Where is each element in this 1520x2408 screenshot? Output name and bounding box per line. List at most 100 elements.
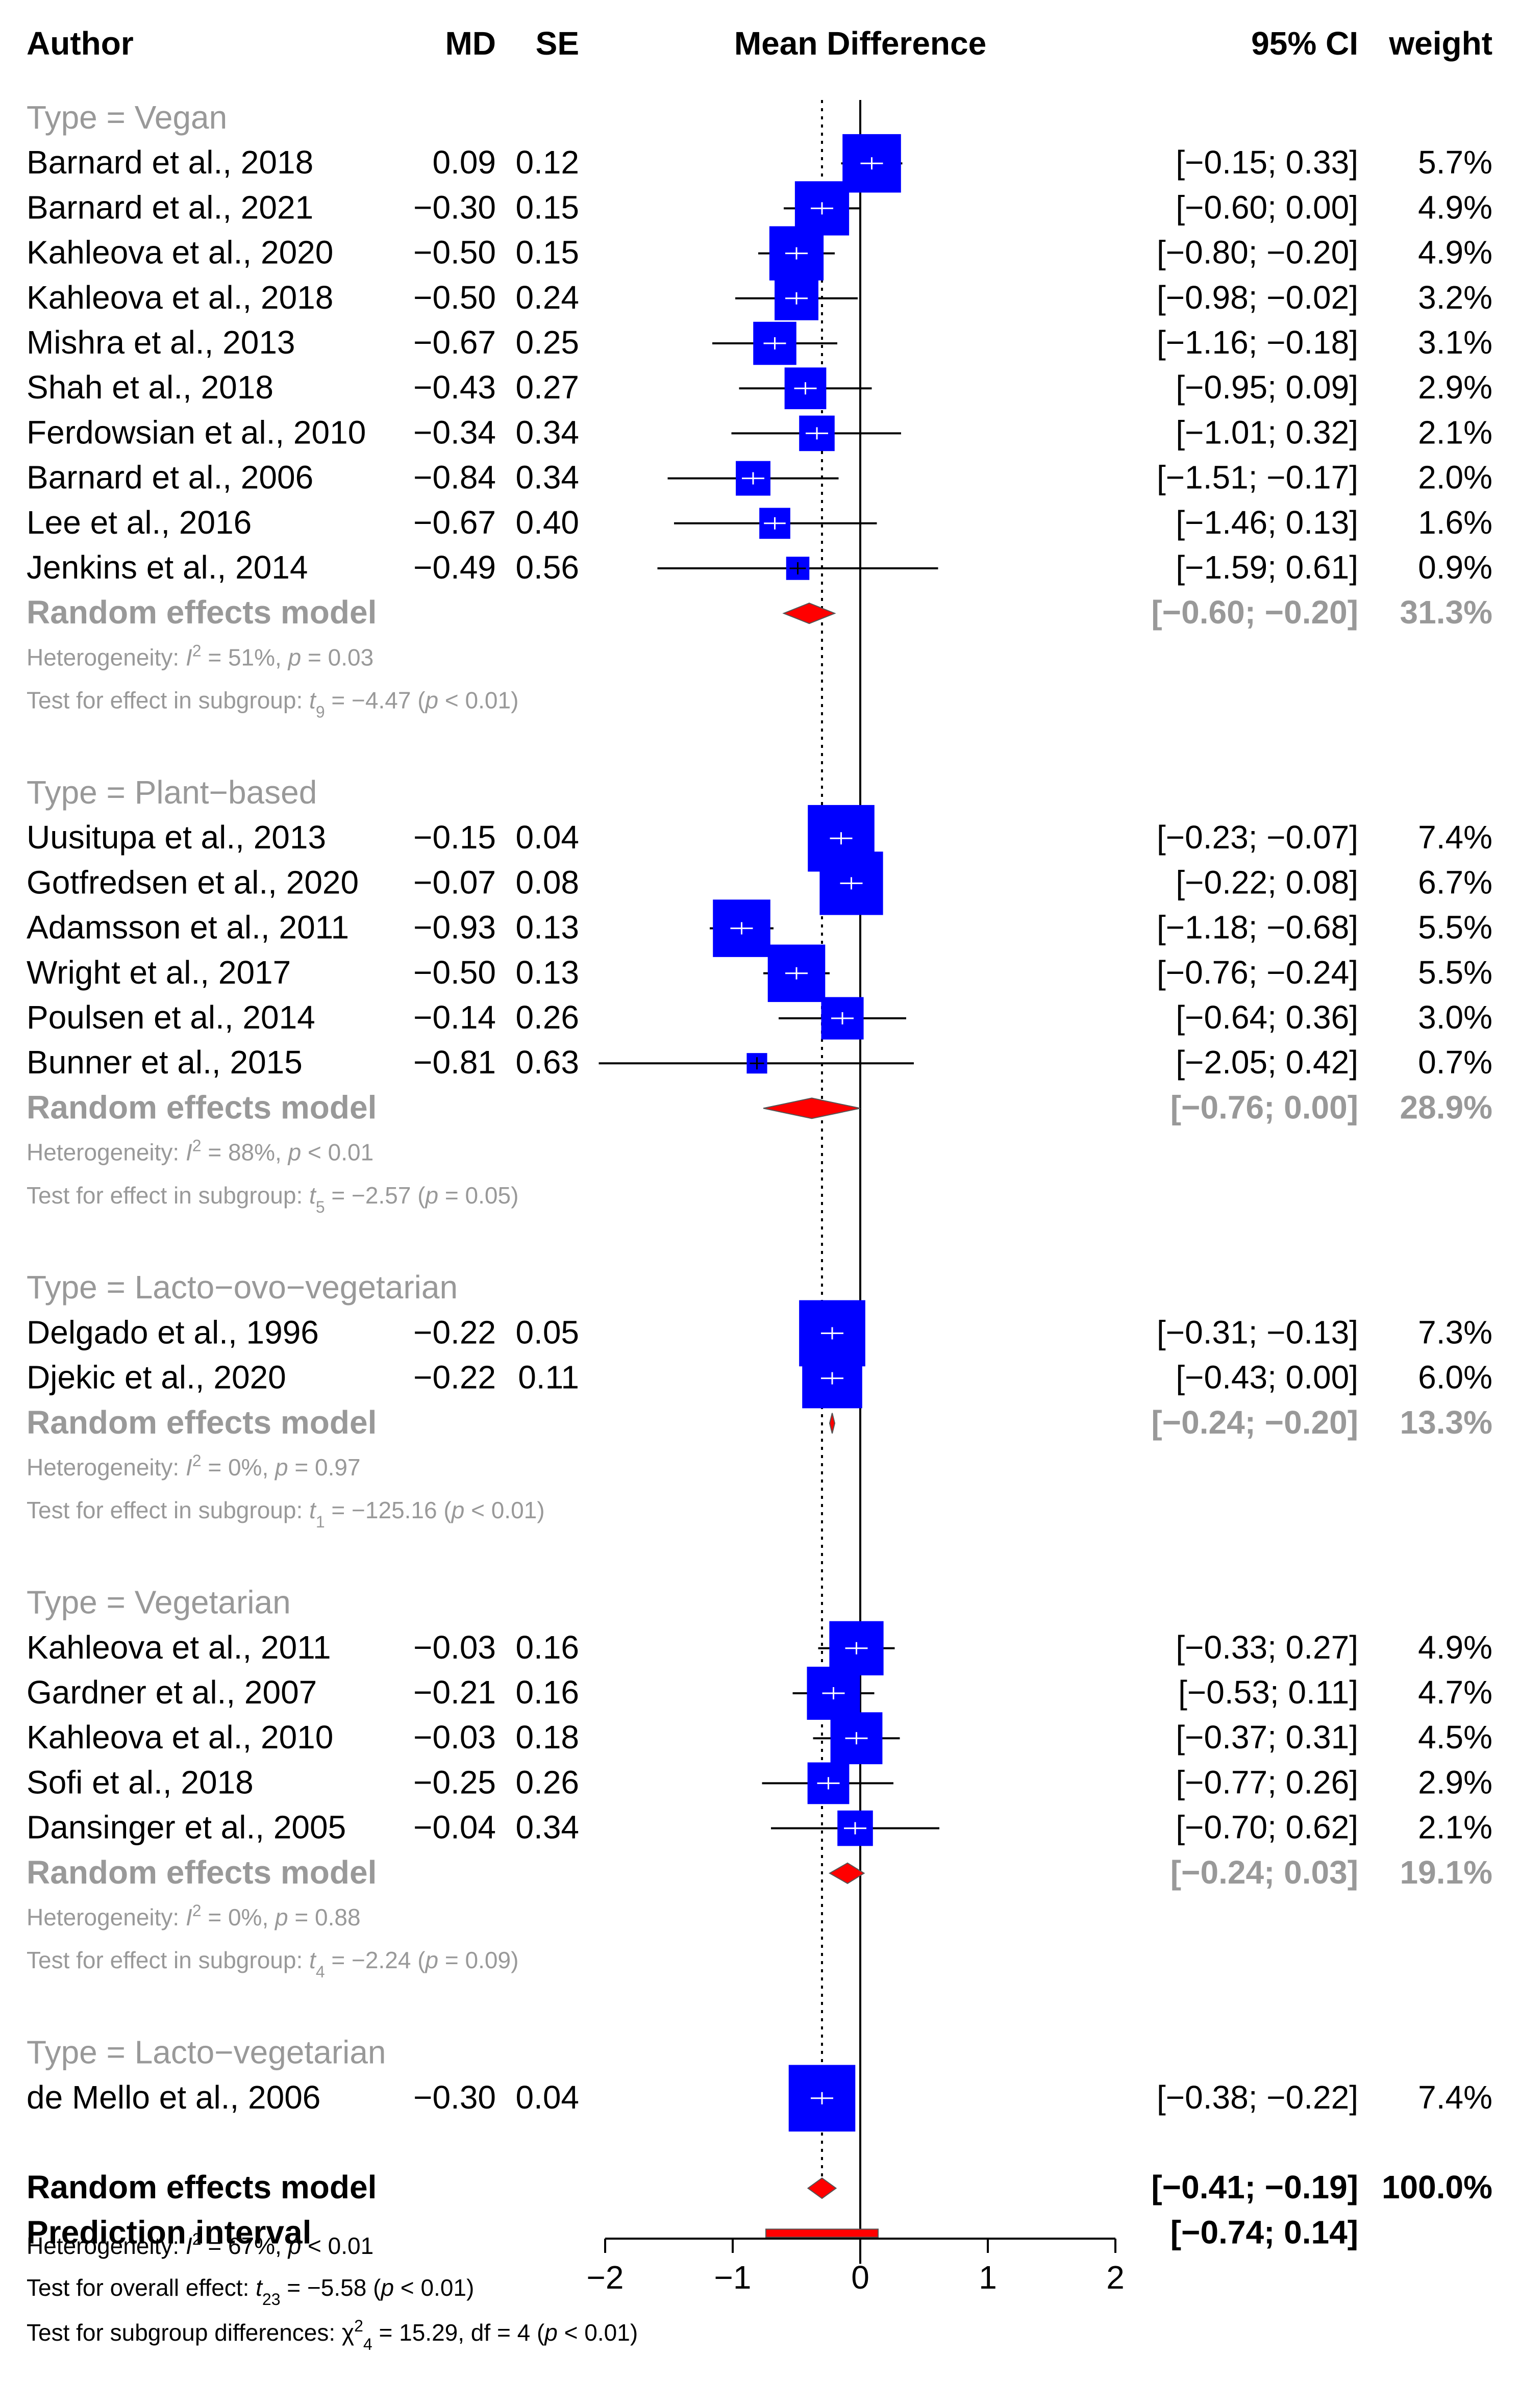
header-md: MD [445, 25, 496, 62]
subgroup-test: Test for effect in subgroup: t9 = −4.47 … [27, 687, 518, 721]
study-ci: [−1.59; 0.61] [1176, 549, 1358, 586]
study-ci: [−0.95; 0.09] [1176, 369, 1358, 406]
study-md: −0.30 [413, 2079, 496, 2116]
study-md: −0.21 [413, 1674, 496, 1711]
study-se: 0.34 [515, 414, 579, 450]
study-weight: 3.1% [1418, 324, 1492, 361]
study-se: 0.34 [515, 1809, 579, 1846]
study-author: Barnard et al., 2021 [27, 189, 313, 225]
study-md: −0.03 [413, 1629, 496, 1666]
study-ci: [−0.80; −0.20] [1157, 234, 1358, 271]
study-weight: 3.0% [1418, 999, 1492, 1036]
study-weight: 6.0% [1418, 1359, 1492, 1396]
study-ci: [−2.05; 0.42] [1176, 1044, 1358, 1081]
study-se: 0.24 [515, 279, 579, 316]
study-md: −0.25 [413, 1764, 496, 1800]
subgroup-pooled-label: Random effects model [27, 1854, 377, 1891]
subgroup-test: Test for effect in subgroup: t5 = −2.57 … [27, 1182, 518, 1216]
study-se: 0.16 [515, 1674, 579, 1711]
study-se: 0.16 [515, 1629, 579, 1666]
study-weight: 2.1% [1418, 414, 1492, 450]
subgroup-heterogeneity: Heterogeneity: I2 = 0%, p = 0.97 [27, 1451, 361, 1481]
study-author: Mishra et al., 2013 [27, 324, 295, 361]
study-weight: 7.4% [1418, 2079, 1492, 2116]
x-tick-label: 1 [979, 2259, 997, 2296]
study-weight: 2.9% [1418, 1764, 1492, 1800]
subgroup-test: Test for effect in subgroup: t4 = −2.24 … [27, 1947, 518, 1981]
study-md: −0.30 [413, 189, 496, 225]
subgroup-pooled-label: Random effects model [27, 594, 377, 631]
study-md: −0.50 [413, 234, 496, 271]
study-weight: 6.7% [1418, 864, 1492, 900]
study-se: 0.15 [515, 234, 579, 271]
study-author: Adamsson et al., 2011 [27, 909, 349, 946]
subgroup-pooled-weight: 19.1% [1400, 1854, 1492, 1891]
study-ci: [−0.22; 0.08] [1176, 864, 1358, 900]
study-weight: 4.9% [1418, 234, 1492, 271]
study-md: −0.67 [413, 324, 496, 361]
study-md: −0.04 [413, 1809, 496, 1846]
subgroup-pooled-diamond [763, 1097, 861, 1119]
study-ci: [−0.15; 0.33] [1176, 144, 1358, 181]
study-weight: 4.9% [1418, 189, 1492, 225]
study-ci: [−0.38; −0.22] [1157, 2079, 1358, 2116]
study-md: −0.43 [413, 369, 496, 406]
study-md: −0.22 [413, 1314, 496, 1350]
study-se: 0.12 [515, 144, 579, 181]
study-md: −0.67 [413, 504, 496, 541]
header-author: Author [27, 25, 134, 62]
study-se: 0.34 [515, 459, 579, 496]
subgroup-pooled-diamond [828, 1862, 865, 1884]
study-weight: 5.5% [1418, 954, 1492, 991]
subgroup-test: Test for effect in subgroup: t1 = −125.1… [27, 1497, 545, 1531]
study-ci: [−0.43; 0.00] [1176, 1359, 1358, 1396]
study-author: de Mello et al., 2006 [27, 2079, 320, 2116]
study-md: −0.03 [413, 1719, 496, 1755]
study-author: Kahleova et al., 2018 [27, 279, 333, 316]
study-md: −0.34 [413, 414, 496, 450]
study-weight: 0.9% [1418, 549, 1492, 586]
study-weight: 0.7% [1418, 1044, 1492, 1081]
header-ci: 95% CI [1251, 25, 1358, 62]
study-ci: [−0.31; −0.13] [1157, 1314, 1358, 1350]
study-weight: 2.0% [1418, 459, 1492, 496]
subgroup-pooled-diamond [782, 603, 836, 624]
study-weight: 2.9% [1418, 369, 1492, 406]
study-ci: [−0.23; −0.07] [1157, 819, 1358, 856]
study-weight: 7.4% [1418, 819, 1492, 856]
study-md: −0.50 [413, 954, 496, 991]
overall-heterogeneity: Heterogeneity: I2 = 67%, p < 0.01 [27, 2230, 373, 2259]
study-weight: 4.9% [1418, 1629, 1492, 1666]
study-author: Jenkins et al., 2014 [27, 549, 308, 586]
study-author: Barnard et al., 2006 [27, 459, 313, 496]
study-md: −0.49 [413, 549, 496, 586]
study-se: 0.04 [515, 2079, 579, 2116]
study-ci: [−1.18; −0.68] [1157, 909, 1358, 946]
study-md: −0.22 [413, 1359, 496, 1396]
study-ci: [−0.77; 0.26] [1176, 1764, 1358, 1800]
study-weight: 2.1% [1418, 1809, 1492, 1846]
study-md: −0.15 [413, 819, 496, 856]
study-md: −0.81 [413, 1044, 496, 1081]
study-ci: [−1.16; −0.18] [1157, 324, 1358, 361]
x-tick-label: 2 [1106, 2259, 1125, 2296]
subgroup-pooled-weight: 28.9% [1400, 1089, 1492, 1125]
study-se: 0.63 [515, 1044, 579, 1081]
header-weight: weight [1388, 25, 1492, 62]
subgroup-label: Type = Vegetarian [27, 1584, 291, 1621]
study-ci: [−1.46; 0.13] [1176, 504, 1358, 541]
subgroup-pooled-diamond [829, 1413, 836, 1434]
study-se: 0.11 [518, 1359, 579, 1396]
subgroup-label: Type = Lacto−vegetarian [27, 2034, 386, 2071]
study-ci: [−0.70; 0.62] [1176, 1809, 1358, 1846]
study-ci: [−0.33; 0.27] [1176, 1629, 1358, 1666]
study-ci: [−0.64; 0.36] [1176, 999, 1358, 1036]
subgroup-pooled-weight: 31.3% [1400, 594, 1492, 631]
study-ci: [−0.60; 0.00] [1176, 189, 1358, 225]
subgroup-pooled-ci: [−0.24; 0.03] [1170, 1854, 1358, 1891]
prediction-bar [765, 2228, 879, 2238]
study-author: Bunner et al., 2015 [27, 1044, 303, 1081]
study-weight: 4.7% [1418, 1674, 1492, 1711]
study-md: −0.14 [413, 999, 496, 1036]
study-author: Gotfredsen et al., 2020 [27, 864, 359, 900]
